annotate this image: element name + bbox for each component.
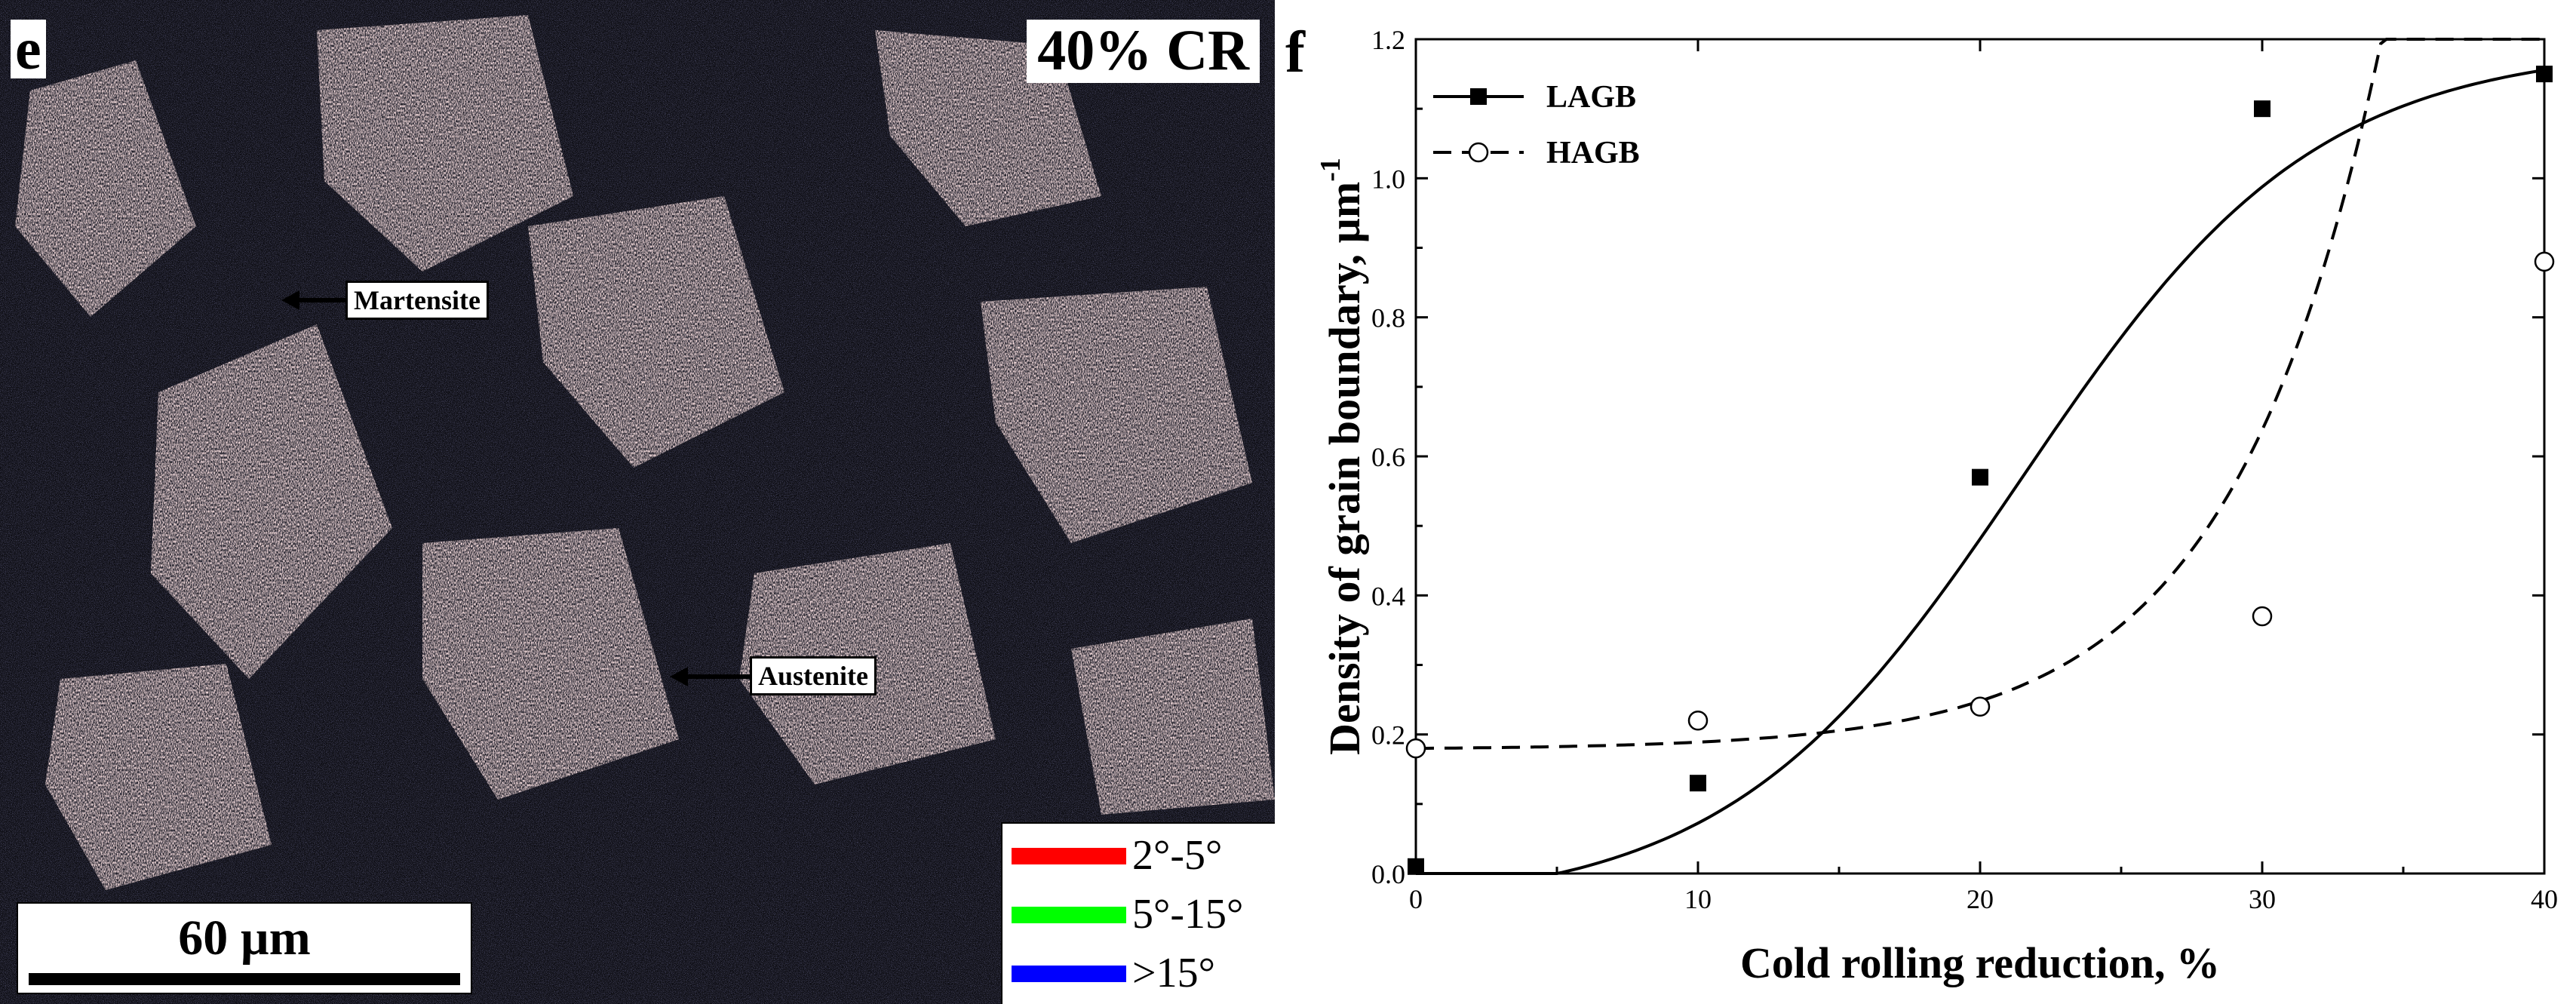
scale-bar-box: 60 µm: [17, 902, 472, 994]
panel-letter-e: e: [11, 20, 46, 78]
martensite-arrow: [281, 290, 345, 310]
legend-label-lagb: LAGB: [1546, 80, 1636, 115]
y-tick-label: 0.8: [1371, 303, 1405, 333]
chart-fit-lines: [1415, 38, 2545, 875]
panel-letter-f: f: [1285, 19, 1305, 84]
x-tick-label: 10: [1684, 884, 1712, 914]
data-point-hagb: [2534, 251, 2555, 272]
y-tick-label: 0.4: [1371, 581, 1405, 611]
data-point-lagb: [2254, 100, 2271, 118]
data-point-hagb: [1405, 738, 1426, 759]
legend-label-hagb: HAGB: [1546, 136, 1640, 170]
y-tick-label: 1.2: [1371, 25, 1405, 55]
x-tick-label: 0: [1409, 884, 1423, 914]
misorientation-swatch-medium: [1012, 907, 1126, 923]
legend-marker-hagb: [1468, 142, 1489, 163]
data-point-hagb: [1970, 696, 1991, 717]
misorientation-label-medium: 5°-15°: [1132, 891, 1244, 938]
misorientation-label-low: 2°-5°: [1132, 832, 1223, 879]
misorientation-swatch-high: [1012, 966, 1126, 982]
y-axis-title: Density of grain boundary, µm-1: [1315, 158, 1369, 755]
ebsd-micrograph-image: [0, 0, 1275, 1004]
fit-line-lagb: [1416, 68, 2545, 875]
y-tick-label: 0.2: [1371, 720, 1405, 751]
chart-axis-titles: Cold rolling reduction, % Density of grai…: [1315, 158, 2220, 987]
legend-marker-lagb: [1470, 88, 1487, 105]
scale-bar: [29, 973, 460, 985]
y-tick-label: 0.6: [1371, 442, 1405, 472]
fit-line-hagb: [1415, 38, 2544, 751]
condition-label: 40% CR: [1027, 20, 1260, 83]
data-point-lagb: [2536, 66, 2553, 83]
data-point-lagb: [1972, 468, 1988, 486]
grain-boundary-chart-panel: 0 10 20 30 40 0.0 0.2 0.4 0.6 0.8 1.0 1.2 LAGB HAGB …: [1275, 0, 2576, 1004]
y-tick-label: 0.0: [1371, 859, 1405, 889]
chart-legend: LAGB HAGB: [1433, 80, 1640, 170]
ebsd-micrograph-panel: e 40% CR Martensite Austenite 60 µm 2°-5…: [0, 0, 1275, 1004]
x-tick-label: 30: [2249, 884, 2276, 914]
x-axis-title: Cold rolling reduction, %: [1740, 938, 2220, 987]
misorientation-legend-row: 5°-15°: [1012, 887, 1272, 941]
misorientation-legend-row: 2°-5°: [1012, 828, 1272, 883]
scale-bar-label: 60 µm: [178, 910, 311, 966]
y-tick-label: 1.0: [1371, 164, 1405, 194]
data-point-lagb: [1408, 858, 1424, 875]
chart-markers: [1405, 66, 2555, 875]
chart-axes: 0 10 20 30 40 0.0 0.2 0.4 0.6 0.8 1.0 1.2: [1371, 25, 2558, 914]
misorientation-swatch-low: [1012, 848, 1126, 864]
misorientation-legend-row: >15°: [1012, 946, 1272, 1000]
misorientation-legend: 2°-5° 5°-15° >15°: [1001, 822, 1275, 1004]
grain-boundary-chart: 0 10 20 30 400.00.20.40.60.81.01.2 LAGBHAGB …: [1315, 25, 2558, 987]
x-tick-label: 20: [1967, 884, 1994, 914]
austenite-arrow: [670, 667, 750, 686]
data-point-hagb: [1687, 710, 1709, 731]
x-tick-label: 40: [2531, 884, 2558, 914]
data-point-lagb: [1690, 775, 1706, 792]
misorientation-label-high: >15°: [1132, 950, 1215, 996]
data-point-hagb: [2252, 606, 2273, 627]
austenite-label: Austenite: [750, 656, 877, 695]
y-axis-title-superscript: -1: [1315, 158, 1346, 182]
martensite-label: Martensite: [345, 281, 489, 320]
